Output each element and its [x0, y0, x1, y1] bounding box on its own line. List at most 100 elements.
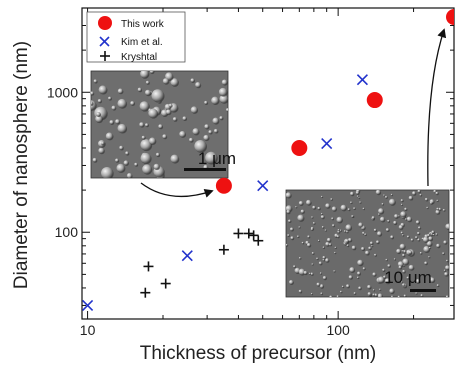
inset-sphere [325, 241, 330, 246]
inset-sphere [219, 94, 228, 104]
inset-sphere [368, 246, 372, 250]
inset-sphere [378, 213, 380, 216]
inset-sphere [109, 120, 114, 125]
inset-sphere [415, 220, 420, 224]
inset-sphere [148, 108, 158, 118]
inset-sphere [341, 285, 344, 288]
inset-sphere [100, 141, 105, 145]
inset-sphere [420, 294, 423, 297]
inset-sphere [101, 166, 114, 178]
inset-sphere [373, 228, 377, 232]
inset-sphere [332, 224, 335, 227]
inset-sphere [435, 233, 438, 236]
inset-sphere [436, 243, 440, 248]
inset-sphere [290, 227, 294, 231]
data-point-this-work [291, 139, 308, 156]
inset-sphere [375, 190, 381, 195]
inset-sphere [219, 116, 223, 120]
inset-sphere [218, 87, 228, 96]
inset-sphere [417, 190, 421, 193]
inset-sphere [329, 295, 333, 297]
inset-sphere [319, 284, 324, 288]
inset-sphere [289, 280, 294, 285]
inset-sphere [415, 236, 418, 239]
inset-sphere [406, 276, 409, 279]
data-point-kim [82, 299, 94, 312]
inset-sphere [408, 250, 412, 254]
inset-sphere [400, 281, 403, 283]
x-stroke [356, 74, 368, 86]
data-point-kryshtal [160, 278, 171, 289]
inset-sphere [141, 135, 146, 140]
inset-sphere [390, 193, 393, 196]
inset-sphere [328, 243, 332, 246]
inset-sphere [300, 209, 305, 214]
inset-sphere [402, 258, 409, 265]
inset-sphere [336, 216, 343, 223]
inset-sphere [211, 96, 219, 105]
inset-sphere [429, 277, 435, 283]
inset-sphere [356, 276, 359, 279]
inset-sphere [91, 101, 93, 106]
inset-sphere [310, 292, 313, 295]
inset-sphere [348, 275, 353, 279]
inset-sphere [105, 132, 113, 140]
scale-bar-label: 10 μm [384, 268, 432, 287]
data-point-kryshtal [218, 244, 229, 255]
inset-sphere [334, 251, 336, 254]
inset-sphere [402, 269, 406, 273]
inset-sphere [379, 288, 381, 291]
inset-sphere [298, 256, 301, 259]
inset-sphere [346, 244, 349, 247]
inset-sphere [372, 289, 375, 291]
inset-sphere [134, 162, 138, 166]
inset-sphere [369, 241, 373, 245]
inset-sphere [305, 199, 312, 205]
inset-sphere [428, 236, 433, 241]
inset-sphere [356, 195, 359, 198]
inset-sphere [336, 295, 339, 297]
inset-sphere [350, 191, 354, 196]
data-point-kim [321, 138, 333, 150]
inset-sphere [162, 78, 169, 84]
inset-sphere [400, 203, 403, 206]
inset-sphere [195, 82, 201, 88]
inset-sphere [320, 195, 323, 198]
x-stroke [82, 299, 94, 312]
inset-sphere [111, 105, 116, 110]
inset-sphere [384, 195, 388, 199]
inset-sphere [445, 295, 449, 297]
inset-sphere [389, 288, 395, 294]
data-point-kryshtal [140, 287, 151, 298]
inset-sphere [298, 268, 305, 275]
y-tick-label: 100 [55, 224, 79, 240]
inset-sphere [317, 239, 320, 242]
data-point-kim [257, 180, 269, 192]
inset-sphere [190, 78, 195, 83]
inset-sphere [362, 207, 365, 210]
inset-sphere [353, 207, 356, 210]
inset-sphere [144, 89, 151, 96]
inset-sphere [351, 215, 354, 218]
inset-sphere [403, 250, 406, 253]
plot-frame [81, 7, 455, 320]
inset-sphere [340, 204, 347, 211]
inset-sphere [130, 101, 135, 106]
inset-sphere [298, 226, 301, 228]
inset-sphere [378, 208, 384, 214]
inset-sphere [419, 251, 422, 254]
inset-sphere [311, 216, 314, 218]
axis-tick-labels: 10 100 100 1000 [47, 84, 350, 338]
inset-sphere [204, 100, 208, 105]
inset-sphere [205, 151, 218, 164]
x-stroke [257, 180, 269, 192]
x-stroke [321, 138, 333, 150]
inset-sphere [312, 205, 316, 209]
inset-sphere [415, 279, 420, 284]
inset-sphere [402, 253, 405, 257]
inset-sphere [442, 208, 445, 211]
inset-sphere [372, 293, 375, 296]
inset-sphere [402, 283, 405, 287]
inset-sphere [312, 222, 316, 225]
inset-sphere [288, 219, 291, 223]
